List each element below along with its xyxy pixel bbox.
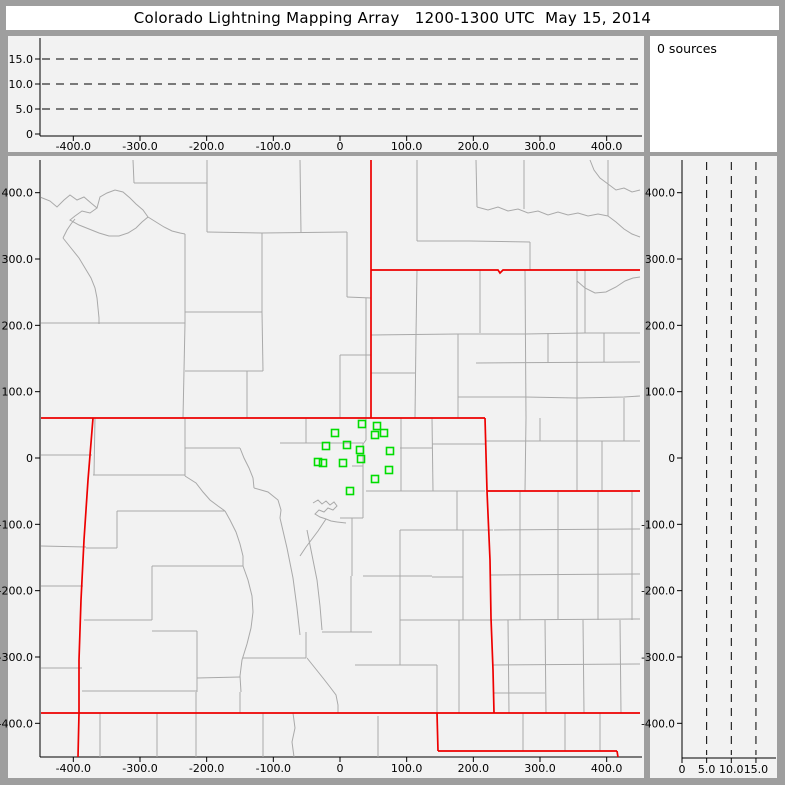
sources-count-label: 0 sources xyxy=(657,41,717,56)
altitude-ew-panel[interactable] xyxy=(8,36,644,152)
sources-panel: 0 sources xyxy=(650,36,777,152)
altitude-ns-panel[interactable] xyxy=(650,156,777,778)
plan-view-map-panel[interactable] xyxy=(8,156,644,778)
window-title: Colorado Lightning Mapping Array 1200-13… xyxy=(133,9,652,27)
title-bar: Colorado Lightning Mapping Array 1200-13… xyxy=(6,6,779,30)
